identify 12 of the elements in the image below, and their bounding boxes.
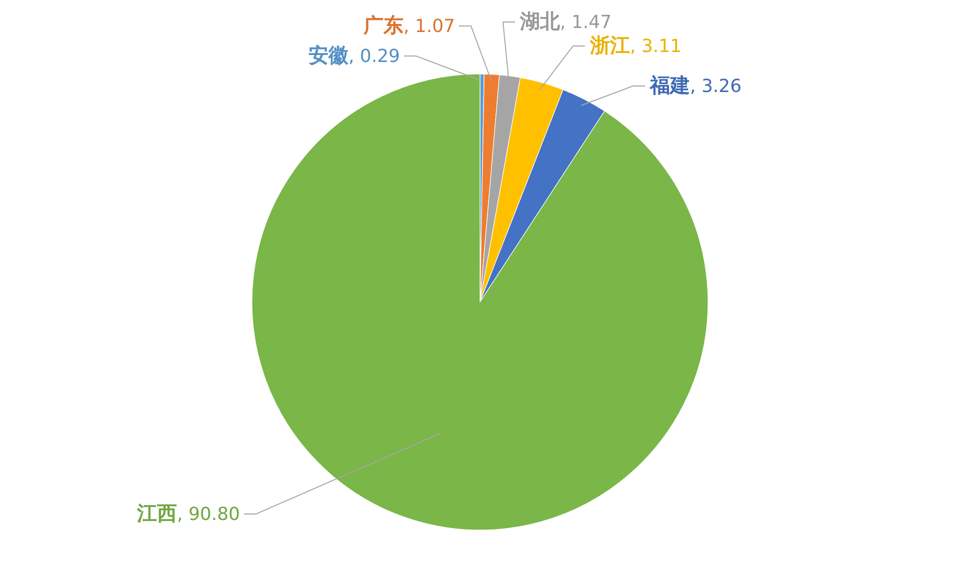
- data-label: , 1.47: [560, 12, 612, 33]
- slice-label: 安徽: [308, 43, 350, 67]
- slice-label: 浙江: [589, 33, 630, 57]
- slice-label: 湖北: [519, 9, 561, 33]
- data-label: , 0.29: [348, 46, 400, 67]
- data-label: , 3.11: [630, 36, 682, 57]
- slice-label: 江西: [136, 501, 178, 525]
- data-label: , 3.26: [690, 76, 742, 97]
- slice-label: 福建: [649, 73, 690, 97]
- data-label: , 1.07: [403, 16, 455, 37]
- slice-label: 广东: [362, 13, 404, 37]
- data-label: , 90.80: [177, 504, 240, 525]
